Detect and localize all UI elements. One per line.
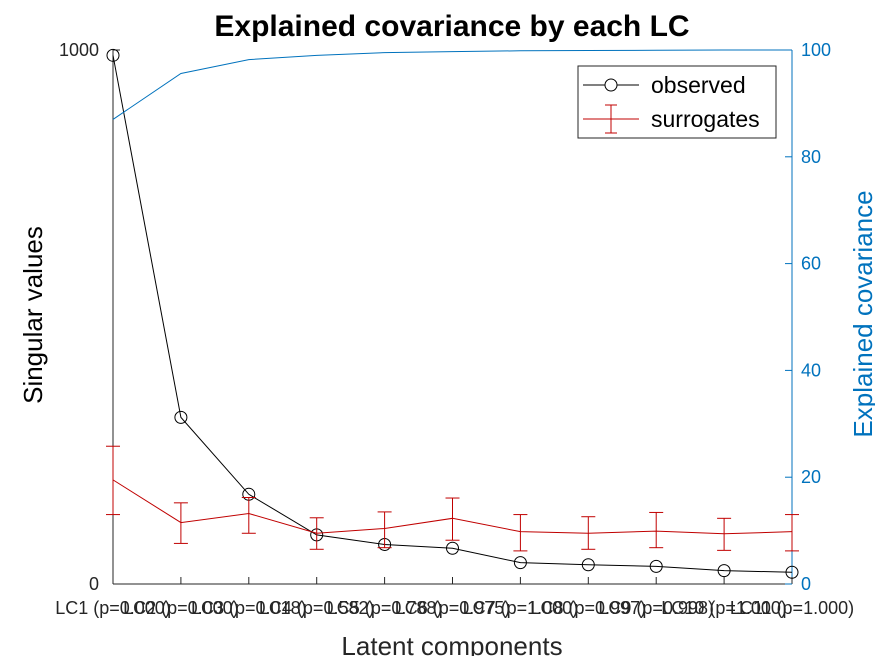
data-point-observed xyxy=(174,410,188,424)
data-point-observed xyxy=(717,564,731,578)
y-axis-label-right: Explained covariance xyxy=(848,190,875,437)
x-tick-label: LC3 (p=0.018) xyxy=(191,598,307,618)
x-tick-label: LC8 (p=0.997) xyxy=(531,598,647,618)
y-tick-label-right: 40 xyxy=(801,360,821,380)
y-tick-label-right: 60 xyxy=(801,254,821,274)
x-axis-label: Latent components xyxy=(341,631,562,656)
x-tick-label: LC5 (p=0.788) xyxy=(327,598,443,618)
legend: observed surrogates xyxy=(577,65,777,139)
x-tick-label: LC11 (p=1.000) xyxy=(730,598,854,618)
legend-label-observed: observed xyxy=(651,72,746,98)
data-point-observed xyxy=(581,558,595,572)
y-tick-label-left: 0 xyxy=(89,574,99,594)
x-tick-label: LC6 (p=0.975) xyxy=(395,598,511,618)
y-tick-label-right: 100 xyxy=(801,40,831,60)
x-tick-label: LC7 (p=1.000) xyxy=(463,598,579,618)
x-tick-label: LC4 (p=0.582) xyxy=(259,598,375,618)
x-tick-label: LC10 (p=1.000) xyxy=(661,598,787,618)
legend-label-surrogates: surrogates xyxy=(651,106,760,132)
plot-area: LC1 (p=0.000)LC2 (p=0.000)LC3 (p=0.018)L… xyxy=(55,40,854,618)
data-point-observed xyxy=(649,559,663,573)
data-point-observed xyxy=(785,565,799,579)
x-tick-label: LC2 (p=0.000) xyxy=(123,598,239,618)
y-tick-label-right: 80 xyxy=(801,147,821,167)
x-tick-label: LC1 (p=0.000) xyxy=(55,598,171,618)
series-line-cumulative xyxy=(112,49,792,120)
y-tick-label-right: 0 xyxy=(801,574,811,594)
data-point-observed xyxy=(513,556,527,570)
data-point-observed xyxy=(446,541,459,555)
y-axis-label-left: Singular values xyxy=(18,226,48,404)
chart-title: Explained covariance by each LC xyxy=(214,10,689,43)
x-tick-label: LC9 (p=0.998) xyxy=(598,598,714,618)
y-tick-label-right: 20 xyxy=(801,467,821,487)
legend-marker-observed xyxy=(604,78,618,92)
y-tick-label-left: 1000 xyxy=(59,40,99,60)
series-line-observed xyxy=(112,55,793,573)
data-point-observed xyxy=(106,48,120,62)
